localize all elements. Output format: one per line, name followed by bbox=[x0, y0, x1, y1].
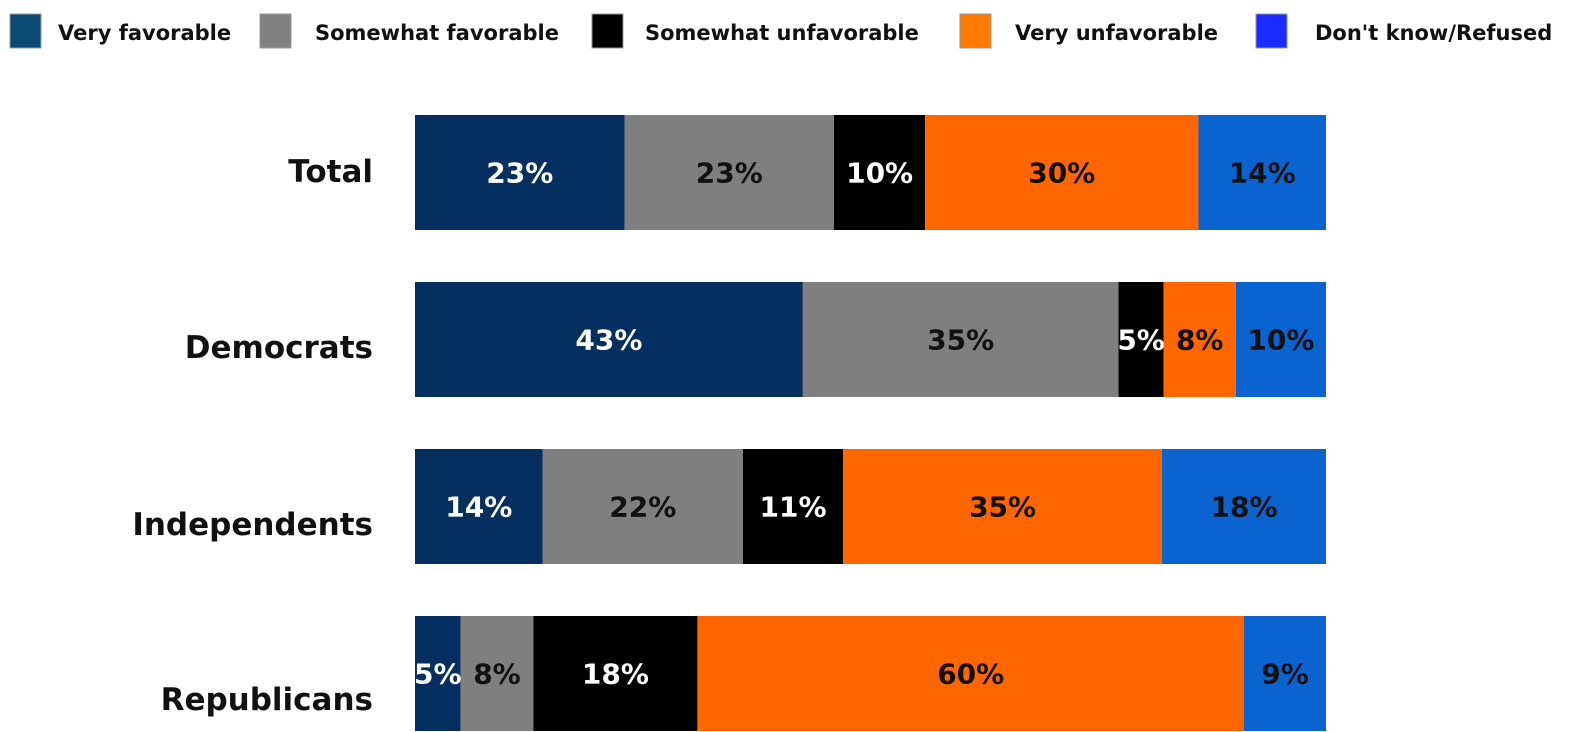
data-label-independents-don-t-know-refused: 18% bbox=[1210, 491, 1277, 524]
category-label-democrats: Democrats bbox=[185, 330, 373, 366]
category-label-independents: Independents bbox=[132, 507, 373, 543]
bar-independents-somewhat-unfavorable bbox=[742, 449, 844, 564]
legend-swatch-somewhat-unfavorable bbox=[591, 13, 624, 49]
legend-label-don-t-know-refused: Don't know/Refused bbox=[1315, 21, 1552, 45]
category-label-republicans: Republicans bbox=[161, 682, 373, 718]
legend-swatch-very-favorable bbox=[9, 13, 42, 49]
data-label-independents-somewhat-unfavorable: 11% bbox=[760, 491, 827, 524]
data-label-total-very-favorable: 23% bbox=[486, 157, 553, 190]
category-label-total: Total bbox=[288, 154, 373, 190]
data-label-democrats-somewhat-favorable: 35% bbox=[927, 324, 994, 357]
data-label-republicans-somewhat-favorable: 8% bbox=[473, 658, 521, 691]
bar-republicans-don-t-know-refused bbox=[1244, 616, 1326, 731]
legend-label-somewhat-favorable: Somewhat favorable bbox=[315, 21, 559, 45]
legend-label-very-favorable: Very favorable bbox=[58, 21, 231, 45]
data-label-republicans-somewhat-unfavorable: 18% bbox=[582, 658, 649, 691]
data-label-republicans-very-unfavorable: 60% bbox=[937, 658, 1004, 691]
legend-label-very-unfavorable: Very unfavorable bbox=[1015, 21, 1218, 45]
data-label-democrats-very-unfavorable: 8% bbox=[1176, 324, 1224, 357]
bar-democrats-don-t-know-refused bbox=[1235, 282, 1326, 397]
bars: 23% 23% 10% 30% 14% 43% 35% 5% 8% 10% 14% 22% 11% 35%… bbox=[414, 115, 1326, 731]
bar-independents-very-favorable bbox=[415, 449, 543, 564]
data-label-independents-very-favorable: 14% bbox=[445, 491, 512, 524]
bar-total-somewhat-favorable bbox=[624, 115, 835, 230]
bar-republicans-somewhat-favorable bbox=[460, 616, 534, 731]
bar-democrats-somewhat-favorable bbox=[802, 282, 1119, 397]
data-label-total-somewhat-unfavorable: 10% bbox=[846, 157, 913, 190]
bar-total-somewhat-unfavorable bbox=[834, 115, 926, 230]
bar-total-very-favorable bbox=[415, 115, 625, 230]
data-label-democrats-very-favorable: 43% bbox=[575, 324, 642, 357]
data-label-republicans-very-favorable: 5% bbox=[414, 658, 462, 691]
data-label-republicans-don-t-know-refused: 9% bbox=[1261, 658, 1309, 691]
bar-total-don-t-know-refused bbox=[1198, 115, 1326, 230]
bar-independents-somewhat-favorable bbox=[542, 449, 743, 564]
bar-democrats-somewhat-unfavorable bbox=[1118, 282, 1164, 397]
legend-swatch-very-unfavorable bbox=[959, 13, 992, 49]
category-labels: Total Democrats Independents Republicans bbox=[132, 154, 373, 718]
data-label-total-don-t-know-refused: 14% bbox=[1229, 157, 1296, 190]
data-label-independents-somewhat-favorable: 22% bbox=[609, 491, 676, 524]
data-label-total-very-unfavorable: 30% bbox=[1028, 157, 1095, 190]
bar-democrats-very-favorable bbox=[415, 282, 803, 397]
data-label-total-somewhat-favorable: 23% bbox=[696, 157, 763, 190]
bar-republicans-somewhat-unfavorable bbox=[533, 616, 698, 731]
data-label-democrats-somewhat-unfavorable: 5% bbox=[1117, 324, 1165, 357]
bar-republicans-very-favorable bbox=[415, 616, 461, 731]
bar-republicans-very-unfavorable bbox=[697, 616, 1245, 731]
bar-democrats-very-unfavorable bbox=[1163, 282, 1236, 397]
bar-independents-very-unfavorable bbox=[843, 449, 1163, 564]
bar-independents-don-t-know-refused bbox=[1162, 449, 1326, 564]
legend-swatch-somewhat-favorable bbox=[259, 13, 292, 49]
data-label-independents-very-unfavorable: 35% bbox=[969, 491, 1036, 524]
legend-swatch-don-t-know-refused bbox=[1255, 13, 1288, 49]
legend: Very favorable Somewhat favorable Somewhat… bbox=[9, 13, 1552, 49]
bar-total-very-unfavorable bbox=[925, 115, 1199, 230]
data-label-democrats-don-t-know-refused: 10% bbox=[1247, 324, 1314, 357]
legend-label-somewhat-unfavorable: Somewhat unfavorable bbox=[645, 21, 919, 45]
